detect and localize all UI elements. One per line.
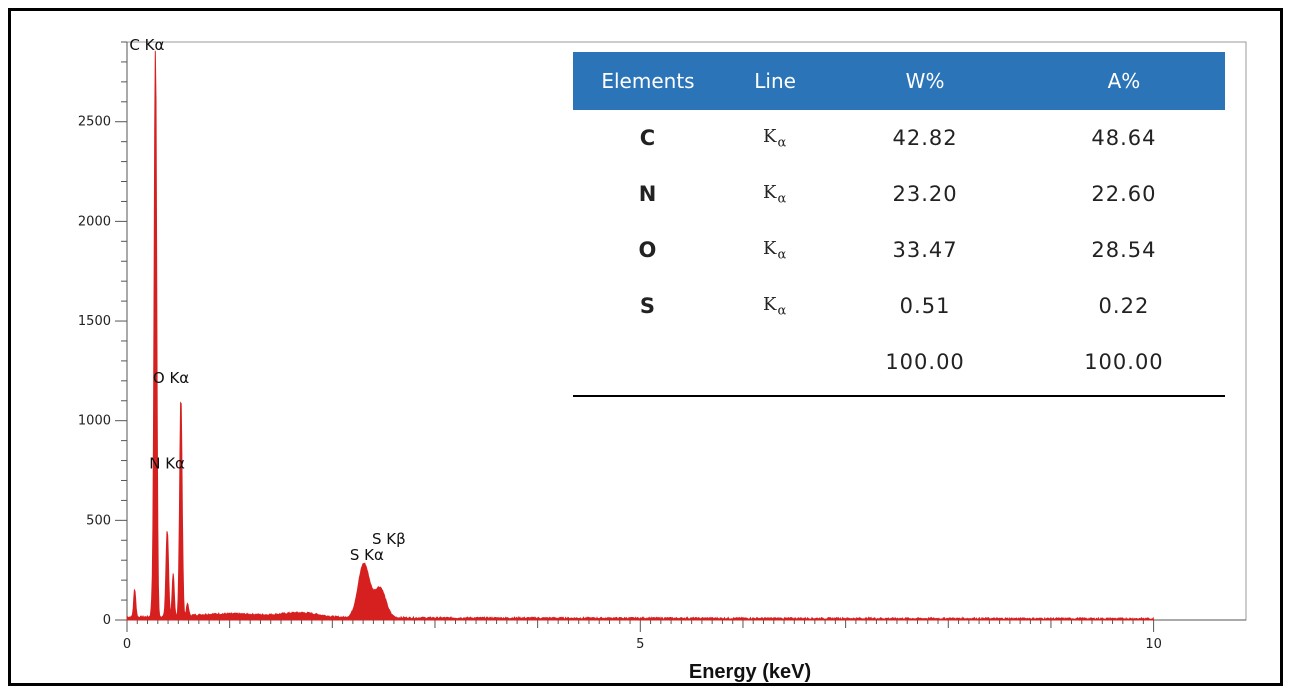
line-sub: α bbox=[777, 191, 788, 207]
atomic-percent-cell: 0.22 bbox=[1098, 294, 1150, 318]
peak-labels: C Kα N Kα O Kα S KαS Kβ bbox=[129, 36, 405, 564]
table-row: S Kα 0.51 0.22 bbox=[573, 278, 1225, 334]
table-row: N Kα 23.20 22.60 bbox=[573, 166, 1225, 222]
table-total-row: 100.00 100.00 bbox=[573, 334, 1225, 390]
total-weight-percent-cell: 100.00 bbox=[885, 350, 965, 374]
atomic-percent-cell: 48.64 bbox=[1091, 126, 1157, 150]
figure-frame bbox=[8, 8, 1283, 686]
x-axis-title: Energy (keV) bbox=[689, 661, 811, 683]
peak-label: S Kα bbox=[350, 546, 384, 564]
y-tick-label: 2000 bbox=[78, 214, 111, 229]
spectrum-fill bbox=[126, 50, 1155, 622]
header-weight-percent: W% bbox=[905, 69, 945, 93]
composition-table: Elements Line W% A% C Kα 42.82 48.64 N K… bbox=[573, 52, 1225, 390]
x-tick-label: 0 bbox=[123, 637, 131, 652]
x-axis: 0 5 10 bbox=[123, 619, 1246, 652]
total-label-cell bbox=[573, 334, 723, 390]
peak-label: S Kβ bbox=[372, 530, 406, 548]
peak-label: C Kα bbox=[129, 36, 164, 54]
line-cell: Kα bbox=[723, 110, 827, 166]
y-tick-label: 2500 bbox=[78, 115, 111, 130]
x-tick-label: 10 bbox=[1145, 637, 1162, 652]
line-base: K bbox=[762, 293, 778, 315]
weight-percent-cell: 0.51 bbox=[899, 294, 951, 318]
peak-label: N Kα bbox=[149, 454, 185, 472]
line-cell: Kα bbox=[723, 222, 827, 278]
element-cell: N bbox=[638, 182, 658, 206]
x-tick-label: 5 bbox=[636, 637, 644, 652]
y-tick-label: 1500 bbox=[78, 314, 111, 329]
peak-label: O Kα bbox=[153, 369, 189, 387]
line-cell: Kα bbox=[723, 278, 827, 334]
element-cell: S bbox=[639, 294, 657, 318]
table-bottom-rule bbox=[573, 395, 1225, 397]
line-base: K bbox=[762, 237, 778, 259]
line-base: K bbox=[762, 125, 778, 147]
atomic-percent-cell: 28.54 bbox=[1091, 238, 1157, 262]
table-row: O Kα 33.47 28.54 bbox=[573, 222, 1225, 278]
line-sub: α bbox=[777, 303, 788, 319]
line-sub: α bbox=[777, 135, 788, 151]
line-cell: Kα bbox=[723, 166, 827, 222]
atomic-percent-cell: 22.60 bbox=[1091, 182, 1157, 206]
total-line-cell bbox=[723, 334, 827, 390]
table-row: C Kα 42.82 48.64 bbox=[573, 110, 1225, 166]
line-sub: α bbox=[777, 247, 788, 263]
header-atomic-percent: A% bbox=[1107, 69, 1141, 93]
weight-percent-cell: 33.47 bbox=[892, 238, 958, 262]
header-line: Line bbox=[754, 69, 796, 93]
y-axis: 0 500 1000 1500 2000 2500 bbox=[78, 41, 128, 628]
y-tick-label: 0 bbox=[103, 613, 111, 628]
element-cell: O bbox=[638, 238, 658, 262]
element-cell: C bbox=[639, 126, 657, 150]
line-base: K bbox=[762, 181, 778, 203]
table-header-row: Elements Line W% A% bbox=[573, 52, 1225, 110]
total-atomic-percent-cell: 100.00 bbox=[1084, 350, 1164, 374]
spectrum-series bbox=[126, 50, 1155, 622]
y-tick-label: 1000 bbox=[78, 414, 111, 429]
weight-percent-cell: 42.82 bbox=[892, 126, 958, 150]
y-tick-label: 500 bbox=[86, 513, 111, 528]
header-elements: Elements bbox=[601, 69, 695, 93]
weight-percent-cell: 23.20 bbox=[892, 182, 958, 206]
